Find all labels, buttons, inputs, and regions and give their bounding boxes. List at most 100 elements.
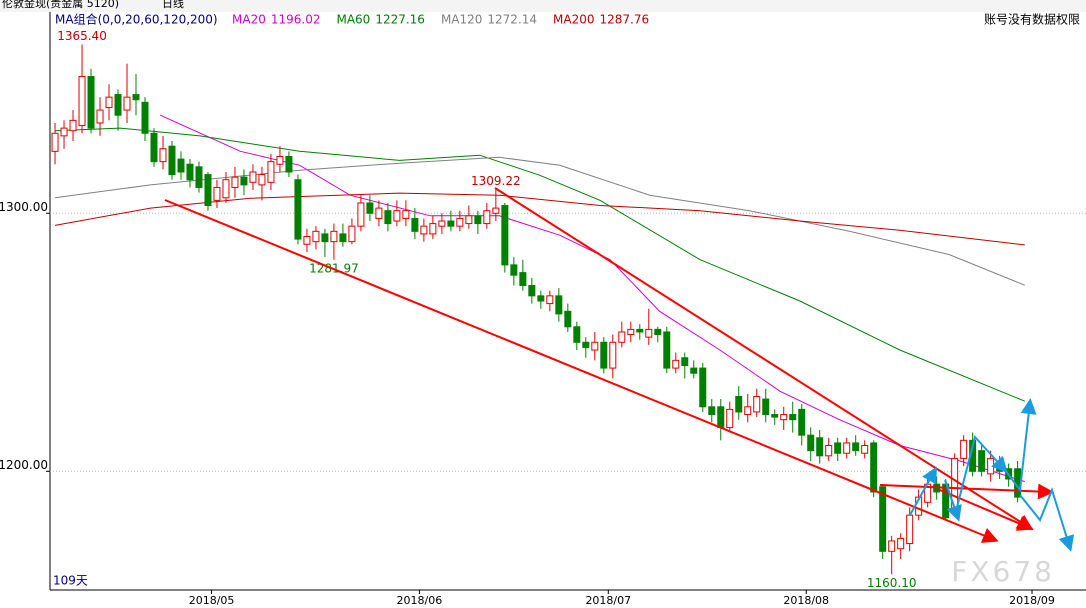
candle-body — [618, 331, 626, 343]
candle-body — [753, 395, 761, 413]
candle-body — [564, 310, 572, 328]
legend-name: MA120 — [441, 13, 482, 27]
period[interactable]: 日线 — [162, 0, 184, 10]
candle-body — [708, 406, 716, 416]
candle-body — [276, 156, 284, 165]
candle-body — [123, 96, 131, 111]
indicator[interactable]: MA组合(0,0,20,60,120,200) — [55, 12, 218, 27]
candle-body — [645, 328, 653, 338]
candle-body — [870, 442, 878, 493]
candle-body — [501, 205, 509, 266]
candle-body — [438, 220, 446, 227]
candle-body — [222, 179, 230, 199]
candle-body — [258, 174, 266, 186]
wave-arrow — [1019, 487, 1075, 552]
candle-body — [519, 272, 527, 287]
candle-body — [978, 450, 986, 472]
days: 109天 — [53, 574, 88, 588]
candle-body — [240, 176, 248, 186]
candle-body — [483, 210, 491, 225]
candle-body — [159, 148, 167, 163]
legend-value: 1196.02 — [271, 13, 321, 27]
candle-body — [834, 442, 842, 454]
candle-body — [429, 223, 437, 235]
candle-body — [141, 101, 149, 134]
candle-body — [78, 76, 86, 127]
candle-body — [339, 233, 347, 243]
ma-line — [54, 127, 1025, 402]
candle-body — [411, 217, 419, 232]
candle-body — [285, 156, 293, 173]
candle-body — [186, 163, 194, 181]
candle-body — [807, 434, 815, 452]
candle-body — [843, 442, 851, 454]
candle-body — [96, 109, 104, 124]
watermark: FX678 — [951, 555, 1055, 588]
candle-body — [555, 295, 563, 315]
candle-body — [447, 220, 455, 227]
candle-body — [627, 328, 635, 336]
candle-body — [168, 145, 176, 176]
candle-body — [393, 210, 401, 222]
legend-value: 1227.16 — [375, 13, 425, 27]
price-label: 1160.10 — [867, 576, 917, 590]
candle-body — [636, 328, 644, 333]
header-title: 伦敦金现(贵金属 5120) — [2, 0, 119, 10]
candle-body — [762, 398, 770, 416]
candle-body — [321, 233, 329, 243]
candle-body — [150, 132, 158, 163]
candle-body — [726, 408, 734, 428]
candle-body — [789, 414, 797, 421]
candle-body — [654, 328, 662, 336]
candle-body — [816, 437, 824, 457]
candle-body — [195, 166, 203, 188]
candle-body — [510, 264, 518, 276]
candle-body — [798, 408, 806, 436]
candle-body — [375, 207, 383, 219]
candle-body — [402, 210, 410, 219]
trend-line — [879, 483, 1054, 500]
candle-body — [357, 202, 365, 227]
plot: 1200.00 1300.00 2018/05 2018/06 2018/07 2018/… — [0, 29, 1086, 607]
candle-body — [213, 186, 221, 201]
candle-body — [348, 225, 356, 243]
candle-body — [87, 76, 95, 129]
candle-body — [672, 359, 680, 369]
candle-body — [591, 341, 599, 351]
candle-body — [600, 341, 608, 369]
candle-body — [51, 132, 59, 152]
candle-body — [177, 158, 185, 173]
candle-body — [69, 119, 77, 132]
candle-body — [267, 161, 275, 183]
x-tick-label: 2018/08 — [783, 594, 829, 607]
price-label: 1365.40 — [57, 29, 107, 43]
legend-value: 1272.14 — [487, 13, 537, 27]
legend-name: MA60 — [336, 13, 370, 27]
candle-body — [744, 406, 752, 416]
x-tick-label: 2018/06 — [397, 594, 443, 607]
candle-body — [366, 202, 374, 214]
wave-arrow — [954, 434, 1008, 516]
candle-body — [960, 439, 968, 459]
trend-line — [494, 187, 1034, 531]
candle-body — [384, 210, 392, 225]
candle-body — [474, 215, 482, 225]
candle-body — [249, 171, 257, 183]
candle-body — [303, 235, 311, 245]
trend-line — [939, 489, 1034, 531]
candle-body — [825, 445, 833, 457]
x-tick-label: 2018/07 — [585, 594, 631, 607]
candle-body — [717, 406, 725, 428]
candle-body — [132, 94, 140, 101]
trend-line — [164, 199, 999, 543]
candle-body — [60, 127, 68, 137]
x-tick-label: 2018/05 — [189, 594, 235, 607]
legend-name: MA20 — [232, 13, 266, 27]
candle-body — [546, 295, 554, 305]
notice: 账号没有数据权限 — [984, 12, 1080, 27]
candle-body — [987, 457, 995, 475]
candle-body — [456, 217, 464, 227]
candle-body — [735, 395, 743, 413]
